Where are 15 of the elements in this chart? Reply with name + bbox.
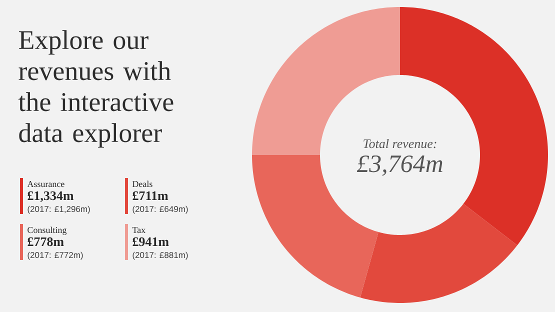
legend-label: Consulting (28, 226, 67, 235)
data-label: £1,334m (28, 191, 74, 202)
legend-label: Tax (132, 227, 146, 234)
text: Total revenue: (364, 138, 436, 148)
legend-label: Deals (132, 180, 152, 188)
text: £3,764m (356, 155, 442, 176)
text: (2017: £881m) (132, 252, 188, 260)
text: Explore our revenues with the interactive data explorer (18, 30, 174, 148)
data-label: £711m (132, 191, 168, 200)
legend-label: Assurance (27, 181, 64, 188)
data-label: £941m (132, 237, 169, 246)
text: (2017: £649m) (132, 206, 188, 214)
text: (2017: £1,296m) (28, 206, 90, 214)
text: (2017: £772m) (28, 252, 83, 260)
data-label: £778m (28, 237, 64, 246)
